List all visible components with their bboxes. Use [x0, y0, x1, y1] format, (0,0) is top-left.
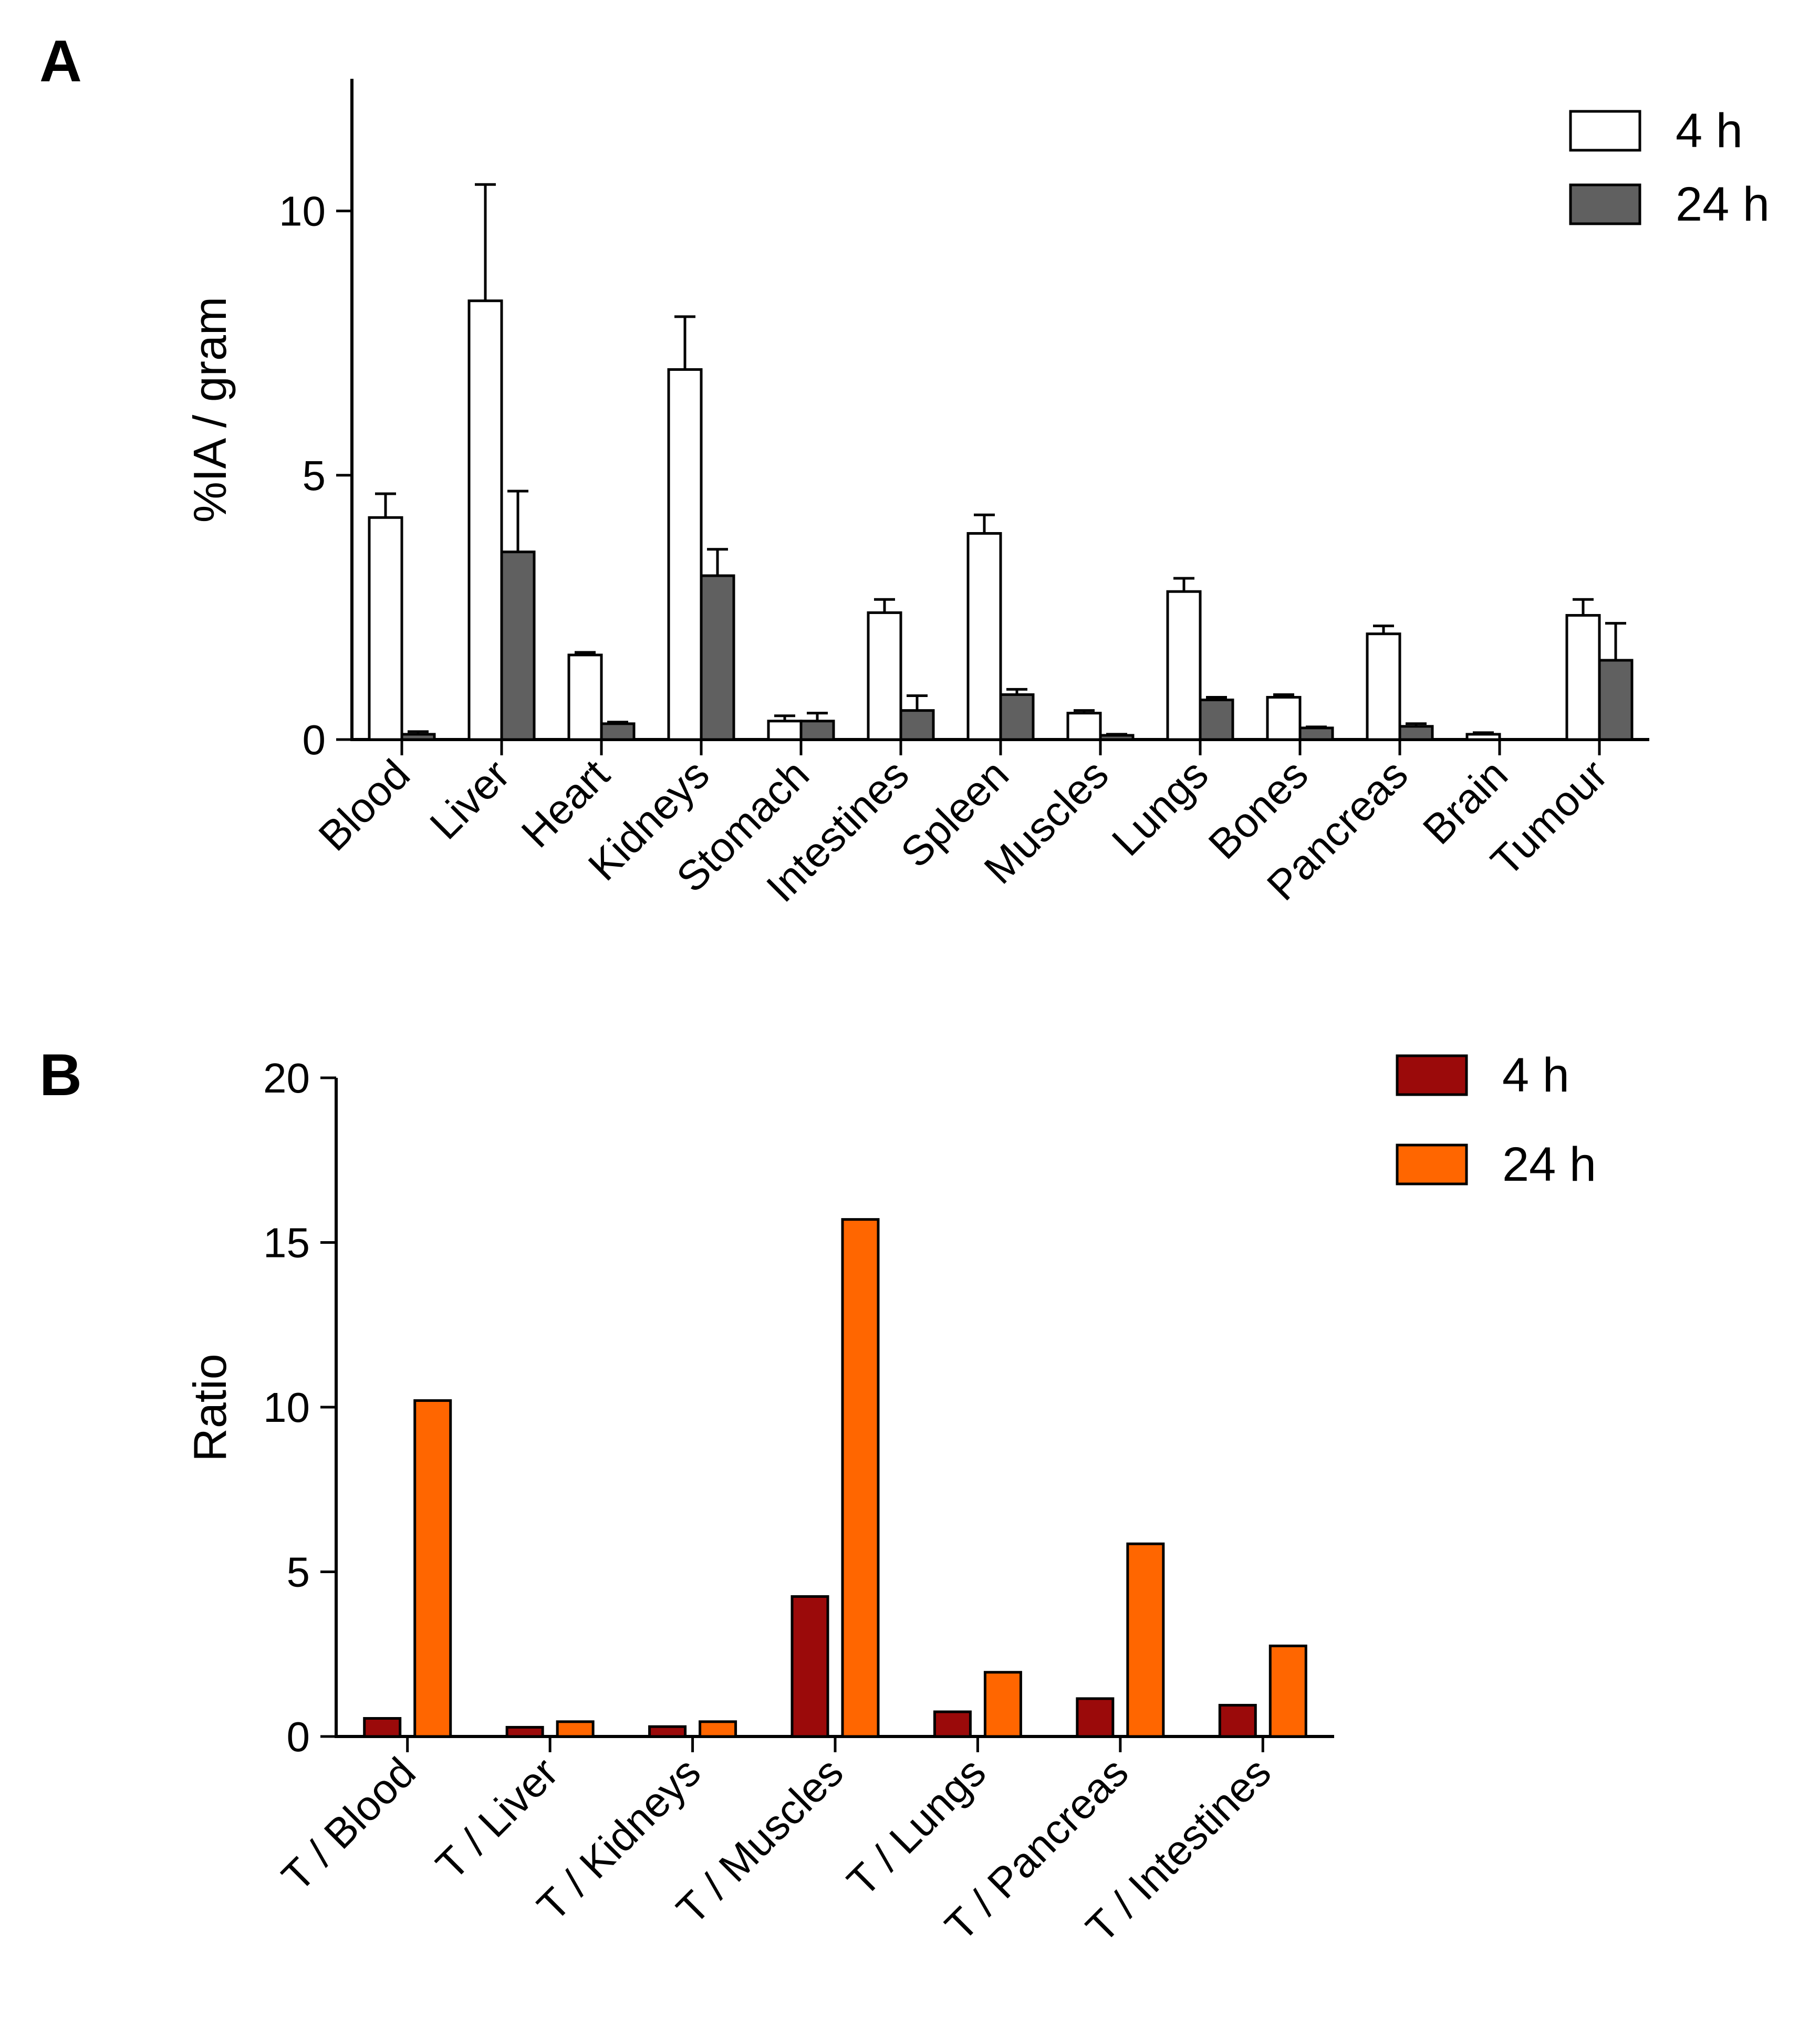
bar-a-24-h-liver: [500, 550, 536, 741]
bar-a-4-h-liver: [467, 299, 503, 741]
legend-swatch-a-24-h: [1569, 183, 1641, 225]
legend-swatch-b-4-h: [1396, 1054, 1468, 1096]
bar-b-4-h-t-intestines: [1218, 1703, 1257, 1738]
bar-b-4-h-t-lungs: [933, 1710, 972, 1738]
y-axis-title-a: %IA / gram: [184, 297, 236, 523]
bar-b-24-h-t-lungs: [983, 1671, 1022, 1738]
bar-b-24-h-t-blood: [413, 1399, 452, 1738]
y-tick-label-b-10: 10: [263, 1384, 310, 1431]
bar-a-24-h-spleen: [999, 693, 1035, 741]
bar-a-24-h-bones: [1298, 726, 1334, 741]
bar-a-4-h-bones: [1266, 695, 1302, 741]
bar-a-4-h-lungs: [1166, 590, 1202, 741]
bar-a-4-h-pancreas: [1366, 632, 1401, 741]
y-tick-label-a-10: 10: [279, 188, 326, 235]
bar-a-4-h-intestines: [867, 611, 902, 741]
bar-b-4-h-t-kidneys: [648, 1725, 687, 1738]
bar-a-24-h-lungs: [1199, 699, 1234, 741]
bar-a-24-h-blood: [400, 733, 436, 741]
bar-a-24-h-intestines: [899, 709, 935, 741]
x-tick-label-b-t-liver: T / Liver: [427, 1749, 567, 1888]
bar-a-24-h-kidneys: [700, 574, 735, 741]
bar-a-24-h-heart: [600, 722, 636, 741]
bar-b-4-h-t-liver: [505, 1725, 544, 1738]
y-tick-label-b-5: 5: [287, 1549, 310, 1596]
bar-b-24-h-t-pancreas: [1126, 1542, 1165, 1738]
bar-b-24-h-t-liver: [556, 1720, 595, 1738]
legend-swatch-b-24-h: [1396, 1143, 1468, 1185]
bar-a-4-h-muscles: [1066, 712, 1102, 741]
y-tick-label-b-0: 0: [287, 1713, 310, 1760]
bar-a-4-h-spleen: [966, 532, 1002, 741]
bar-b-4-h-t-muscles: [791, 1595, 829, 1738]
bar-a-24-h-pancreas: [1398, 725, 1434, 741]
legend-label-a-24-h: 24 h: [1676, 178, 1770, 231]
y-axis-title-b: Ratio: [184, 1354, 236, 1461]
legend-label-b-24-h: 24 h: [1502, 1138, 1596, 1191]
bar-b-24-h-t-intestines: [1268, 1645, 1307, 1738]
bar-a-4-h-brain: [1465, 733, 1501, 741]
bar-b-4-h-t-blood: [363, 1717, 402, 1738]
bar-b-24-h-t-kidneys: [699, 1720, 737, 1738]
bar-b-24-h-t-muscles: [841, 1218, 880, 1738]
bar-a-4-h-heart: [567, 653, 603, 741]
bar-a-4-h-stomach: [767, 720, 803, 741]
legend-label-a-4-h: 4 h: [1676, 104, 1743, 158]
legend-label-b-4-h: 4 h: [1502, 1048, 1569, 1102]
bar-a-4-h-kidneys: [667, 368, 703, 741]
x-tick-label-b-t-blood: T / Blood: [273, 1749, 424, 1900]
y-tick-label-b-15: 15: [263, 1220, 310, 1266]
bar-a-4-h-blood: [368, 516, 403, 741]
y-tick-label-a-0: 0: [303, 716, 326, 763]
bar-a-24-h-tumour: [1598, 659, 1634, 741]
panel-label-b: B: [39, 1042, 82, 1108]
legend-swatch-a-4-h: [1569, 110, 1641, 152]
bar-a-4-h-tumour: [1565, 613, 1601, 741]
bar-a-24-h-stomach: [799, 720, 835, 741]
panel-label-a: A: [39, 28, 82, 94]
bar-a-24-h-muscles: [1099, 734, 1135, 741]
bar-b-4-h-t-pancreas: [1076, 1697, 1115, 1738]
x-tick-label-a-blood: Blood: [309, 751, 419, 860]
y-tick-label-a-5: 5: [303, 452, 326, 499]
x-tick-label-a-lungs: Lungs: [1103, 751, 1217, 865]
y-tick-label-b-20: 20: [263, 1055, 310, 1101]
x-tick-label-a-liver: Liver: [421, 751, 518, 848]
